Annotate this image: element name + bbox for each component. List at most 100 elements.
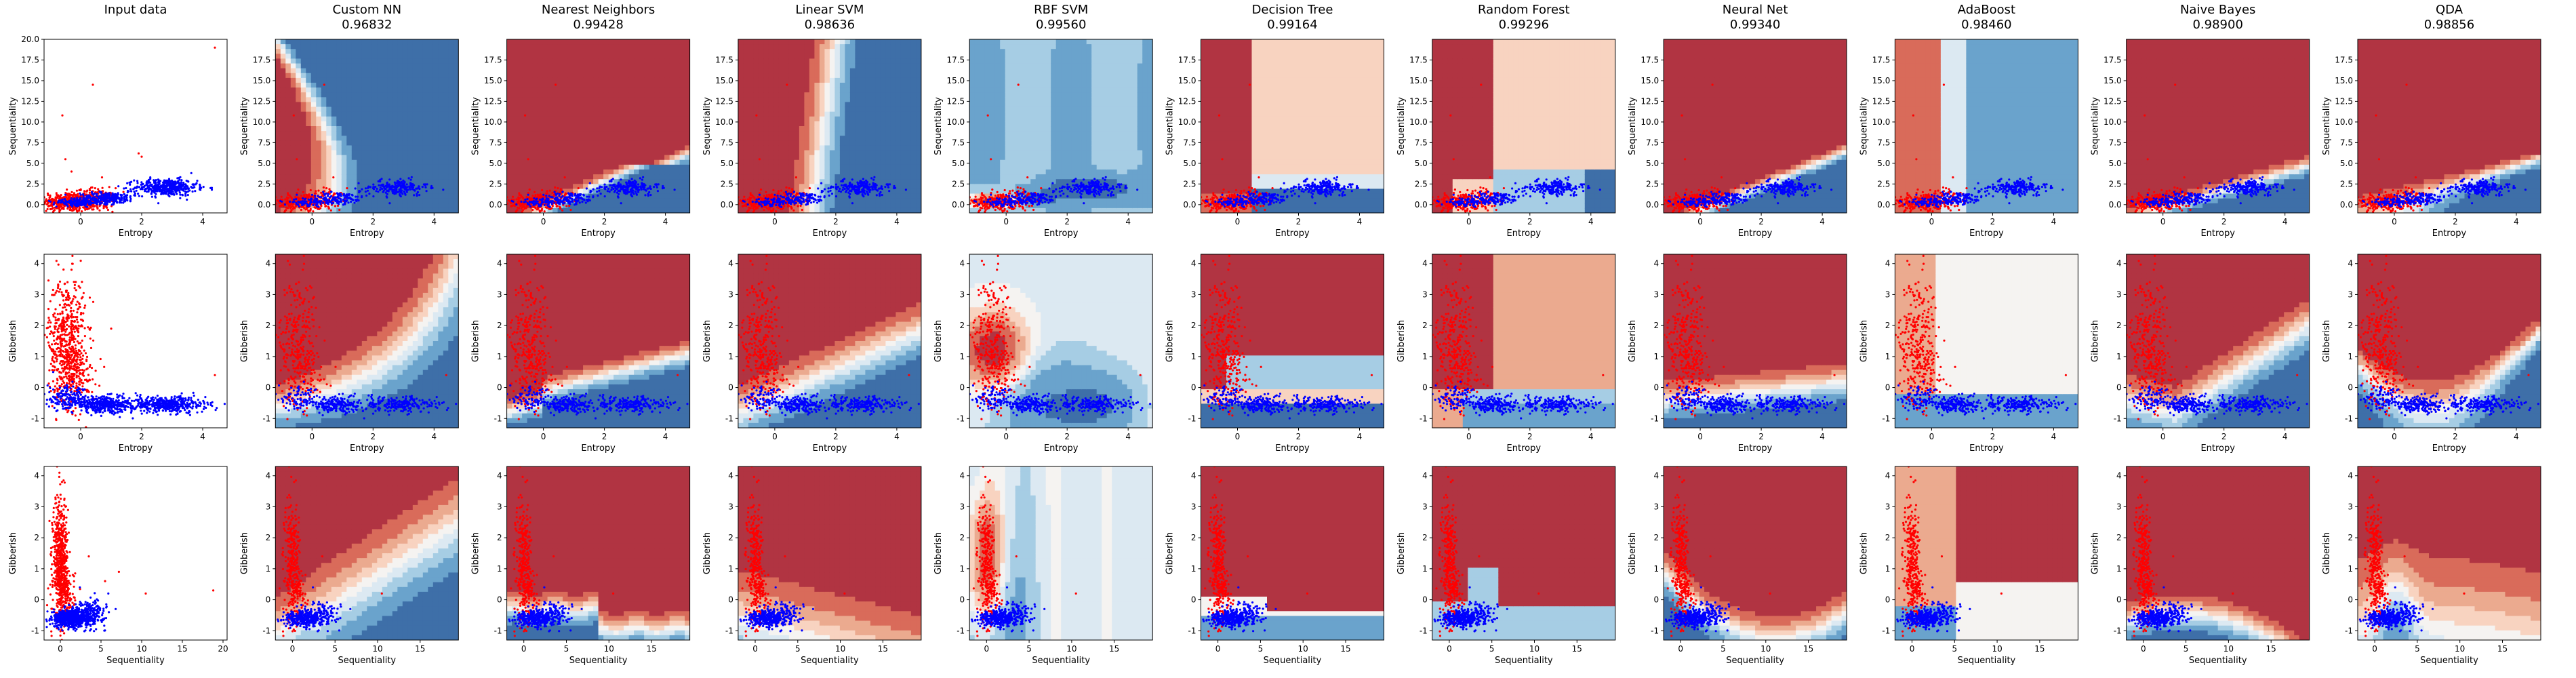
surface-cell [362,78,367,83]
surface-cell [285,155,291,161]
surface-cell [331,78,337,83]
surface-cell [527,131,533,136]
surface-cell [512,165,517,170]
surface-cell [664,203,670,209]
surface-cell [654,102,660,107]
y-axis-label: Sequentiality [239,97,249,155]
surface-cell [438,78,443,83]
surface-cell [393,73,398,79]
point-class-a [529,198,531,200]
surface-cell [593,136,599,141]
surface-cell [275,208,281,214]
surface-cell [448,107,454,113]
surface-cell [624,165,629,170]
point-class-b [409,182,411,184]
surface-cell [448,44,454,49]
surface-cell [583,73,588,79]
surface-cell [675,102,680,107]
surface-cell [438,112,443,117]
point-class-b [136,187,138,189]
surface-cell [624,68,629,74]
surface-cell [670,155,675,161]
surface-cell [568,39,573,45]
surface-cell [563,117,568,122]
surface-cell [433,160,439,165]
surface-cell [281,179,286,184]
surface-cell [685,160,690,165]
surface-cell [507,145,512,151]
point-class-b [177,187,179,189]
surface-cell [342,179,347,184]
point-class-a [317,208,319,210]
surface-cell [382,87,388,93]
point-class-b [315,201,317,203]
surface-cell [517,44,523,49]
surface-cell [448,87,454,93]
surface-cell [342,136,347,141]
surface-cell [438,165,443,170]
surface-cell [552,107,558,113]
surface-cell [428,151,433,156]
surface-cell [326,97,331,102]
surface-cell [301,160,306,165]
point-class-b [292,201,294,203]
point-class-b [71,205,73,207]
surface-cell [578,117,584,122]
surface-cell [281,78,286,83]
surface-cell [311,112,317,117]
surface-cell [639,194,645,199]
surface-cell [316,160,321,165]
surface-cell [532,174,538,180]
surface-cell [532,102,538,107]
surface-cell [306,78,311,83]
surface-cell [552,160,558,165]
point-class-b [401,189,403,191]
surface-cell [603,107,609,113]
surface-cell [281,165,286,170]
surface-cell [680,136,685,141]
surface-cell [285,160,291,165]
surface-cell [542,151,548,156]
surface-cell [527,174,533,180]
surface-cell [362,73,367,79]
surface-cell [331,68,337,74]
surface-cell [644,126,649,132]
surface-cell [507,44,512,49]
surface-cell [352,83,357,88]
surface-cell [357,126,362,132]
surface-cell [443,208,449,214]
point-class-b [89,203,92,205]
surface-cell [634,78,639,83]
surface-cell [599,97,604,102]
surface-cell [578,73,584,79]
surface-cell [517,39,523,45]
surface-cell [291,126,296,132]
point-class-b [319,196,321,198]
point-class-b [335,196,337,198]
surface-cell [573,208,578,214]
surface-cell [275,126,281,132]
surface-cell [522,145,527,151]
point-class-a [73,192,75,194]
surface-cell [403,58,408,64]
surface-cell [387,102,393,107]
surface-cell [599,68,604,74]
surface-cell [382,199,388,204]
surface-cell [599,112,604,117]
y-tick-label: 17.5 [253,55,271,64]
surface-cell [568,155,573,161]
surface-cell [403,151,408,156]
surface-cell [573,155,578,161]
surface-cell [285,121,291,127]
surface-cell [326,112,331,117]
surface-cell [362,174,367,180]
surface-cell [548,83,553,88]
surface-cell [685,54,690,59]
surface-cell [517,112,523,117]
surface-cell [281,117,286,122]
surface-cell [275,170,281,175]
surface-cell [291,97,296,102]
surface-cell [393,83,398,88]
point-class-b [355,187,357,189]
surface-cell [629,117,635,122]
